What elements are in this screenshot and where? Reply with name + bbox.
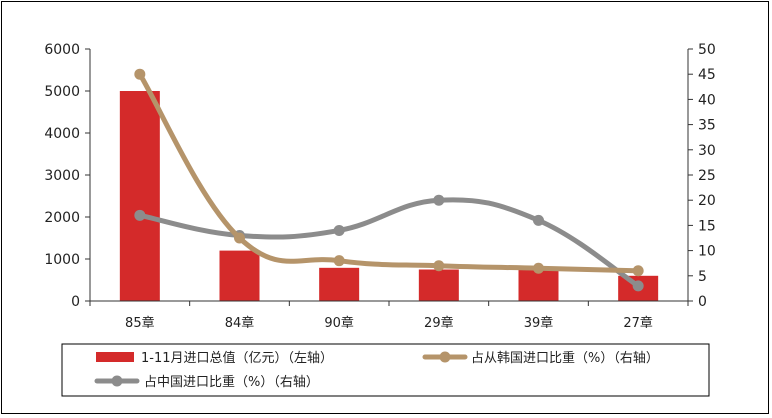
series-point: [134, 68, 146, 80]
right-tick-label: 20: [698, 193, 716, 209]
legend-item-china: 占中国进口比重（%）（右轴）: [94, 374, 319, 390]
right-tick-label: 15: [698, 218, 716, 234]
right-tick-label: 0: [698, 294, 707, 310]
right-tick-label: 5: [698, 269, 707, 285]
category-label: 90章: [324, 315, 354, 331]
series-point: [632, 265, 644, 277]
legend-swatch-bar: [96, 352, 134, 362]
bar: [119, 91, 160, 301]
category-label: 29章: [424, 315, 454, 331]
left-tick-label: 1000: [44, 252, 80, 268]
left-tick-label: 6000: [44, 42, 80, 58]
bar: [418, 269, 459, 301]
series-point: [433, 194, 445, 206]
bar: [219, 250, 260, 301]
bar: [319, 267, 360, 301]
right-tick-label: 45: [698, 67, 716, 83]
category-label: 27章: [623, 315, 653, 331]
legend-box: [61, 343, 710, 397]
right-tick-label: 40: [698, 92, 716, 108]
category-label: 85章: [125, 315, 155, 331]
series-point: [533, 262, 544, 274]
left-tick-label: 0: [71, 294, 80, 310]
left-tick-label: 2000: [44, 210, 80, 226]
legend-item-bar: 1-11月进口总值（亿元）（左轴）: [96, 350, 333, 366]
bar: [518, 269, 559, 301]
series-line: [137, 71, 641, 274]
legend-marker-china: [111, 375, 123, 387]
series-point: [533, 214, 544, 226]
series-point: [333, 224, 345, 236]
series-point: [333, 255, 345, 267]
left-tick-label: 3000: [44, 168, 80, 184]
legend-item-korea: 占从韩国进口比重（%）（右轴）: [422, 350, 659, 366]
series-point: [433, 260, 445, 272]
series-line: [137, 197, 641, 289]
category-label: 39章: [524, 315, 554, 331]
series-point: [234, 232, 245, 244]
legend-label-china: 占中国进口比重（%）（右轴）: [144, 374, 319, 390]
right-tick-label: 35: [698, 118, 716, 134]
legend-marker-korea: [439, 351, 451, 363]
right-tick-label: 50: [698, 42, 716, 58]
series-point: [134, 209, 146, 221]
line-series: [134, 68, 644, 292]
right-tick-label: 30: [698, 143, 716, 159]
legend-label-korea: 占从韩国进口比重（%）（右轴）: [471, 350, 659, 366]
right-tick-label: 25: [698, 168, 716, 184]
left-tick-label: 4000: [44, 126, 80, 142]
left-tick-label: 5000: [44, 84, 80, 100]
right-tick-label: 10: [698, 244, 716, 260]
series-point: [632, 280, 644, 292]
right-axis: 0 5 10 15 20 25 30 35 40 45 50: [687, 42, 716, 310]
left-axis: 0 1000 2000 3000 4000 5000 6000: [44, 42, 91, 310]
category-axis: 85章 84章 90章 29章 39章 27章: [89, 300, 689, 331]
category-label: 84章: [225, 315, 255, 331]
legend-label-bar: 1-11月进口总值（亿元）（左轴）: [141, 350, 333, 366]
